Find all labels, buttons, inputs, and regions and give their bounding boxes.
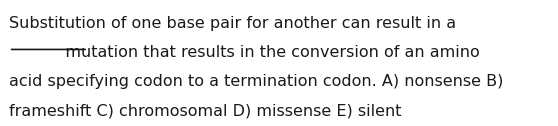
Text: acid specifying codon to a termination codon. A) nonsense B): acid specifying codon to a termination c…: [9, 74, 503, 89]
Text: Substitution of one base pair for another can result in a: Substitution of one base pair for anothe…: [9, 16, 456, 31]
Text: mutation that results in the conversion of an amino: mutation that results in the conversion …: [9, 45, 479, 60]
Text: frameshift C) chromosomal D) missense E) silent: frameshift C) chromosomal D) missense E)…: [9, 103, 401, 118]
